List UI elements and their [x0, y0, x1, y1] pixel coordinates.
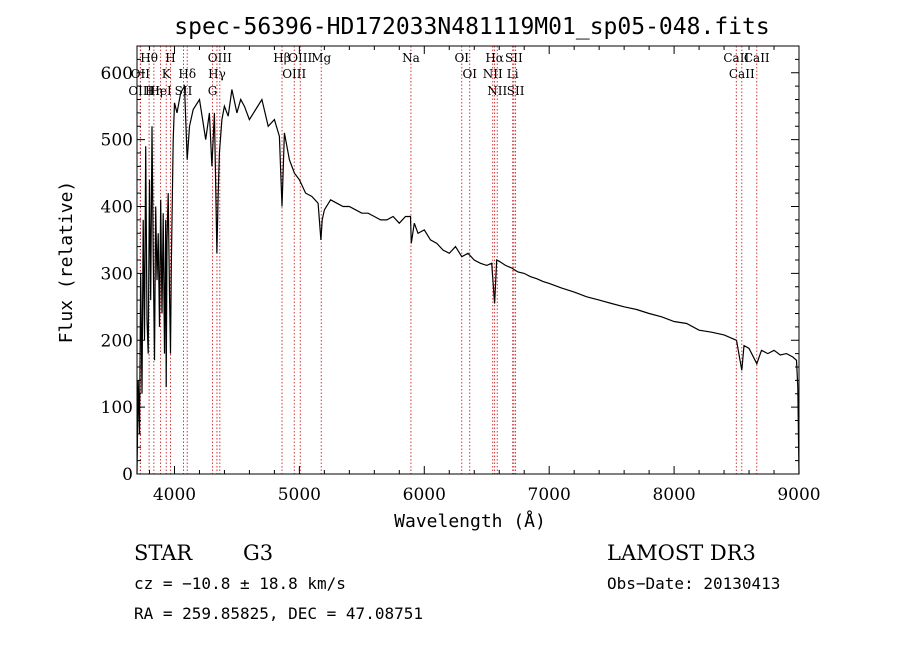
- line-label-24: SII: [507, 84, 525, 98]
- line-label-11: G: [208, 84, 218, 98]
- y-tick-label-2: 200: [101, 331, 133, 351]
- line-label-12: Hβ: [273, 51, 290, 65]
- spectral-line-labels: HθOIIOIIIHηKHeIHSIIHδOIIIHγGHβOIIIOIIIMg…: [128, 51, 770, 98]
- line-label-8: Hδ: [178, 67, 196, 81]
- line-label-4: K: [162, 67, 172, 81]
- y-tick-label-1: 100: [101, 398, 133, 418]
- redshift-cz: cz = −10.8 ± 18.8 km/s: [134, 574, 346, 593]
- axis-ticks: 4000 5000 6000 7000 8000 9000 0 100 200 300 400 500…: [101, 46, 821, 505]
- line-label-6: H: [165, 51, 175, 65]
- line-label-14: OIII: [288, 51, 312, 65]
- y-tick-label-5: 500: [101, 131, 133, 151]
- x-tick-label-2: 6000: [403, 485, 446, 505]
- line-label-23: Li: [507, 67, 519, 81]
- observation-date: Obs−Date: 20130413: [607, 574, 780, 593]
- line-label-15: Mg: [311, 51, 331, 65]
- x-tick-label-4: 8000: [652, 485, 695, 505]
- y-tick-label-6: 600: [101, 64, 133, 84]
- line-label-16: Na: [402, 51, 420, 65]
- x-tick-label-3: 7000: [528, 485, 571, 505]
- x-tick-label-0: 4000: [153, 485, 196, 505]
- line-label-0: Hθ: [140, 51, 158, 65]
- survey-name: LAMOST DR3: [607, 541, 756, 565]
- x-tick-label-5: 9000: [777, 485, 820, 505]
- line-label-13: OIII: [282, 67, 306, 81]
- line-label-19: Hα: [485, 51, 504, 65]
- x-tick-label-1: 5000: [278, 485, 321, 505]
- spectrum-line: [136, 83, 800, 475]
- x-axis-label: Wavelength (Å): [394, 510, 546, 532]
- y-tick-label-0: 0: [122, 465, 133, 485]
- line-label-21: NII: [487, 84, 507, 98]
- line-label-3: Hη: [145, 84, 163, 98]
- line-label-9: OIII: [208, 51, 232, 65]
- y-tick-label-3: 300: [101, 264, 133, 284]
- line-label-17: OI: [454, 51, 469, 65]
- y-tick-label-4: 400: [101, 198, 133, 218]
- line-label-26: CaII: [729, 67, 755, 81]
- line-label-7: SII: [175, 84, 193, 98]
- line-label-20: NII: [483, 67, 503, 81]
- chart-title: spec-56396-HD172033N481119M01_sp05-048.f…: [174, 14, 769, 40]
- line-label-1: OII: [131, 67, 151, 81]
- line-label-27: CaII: [744, 51, 770, 65]
- object-class: STAR: [134, 541, 193, 565]
- line-label-5: HeI: [149, 84, 172, 98]
- line-label-22: SII: [505, 51, 523, 65]
- line-label-25: CaII: [723, 51, 749, 65]
- ra-dec-coordinates: RA = 259.85825, DEC = 47.08751: [134, 604, 423, 623]
- y-axis-label: Flux (relative): [56, 181, 77, 344]
- line-label-2: OIII: [128, 84, 152, 98]
- spectral-line-markers: [139, 46, 758, 474]
- object-subclass: G3: [243, 541, 273, 565]
- line-label-18: OI: [462, 67, 477, 81]
- line-label-10: Hγ: [208, 67, 226, 81]
